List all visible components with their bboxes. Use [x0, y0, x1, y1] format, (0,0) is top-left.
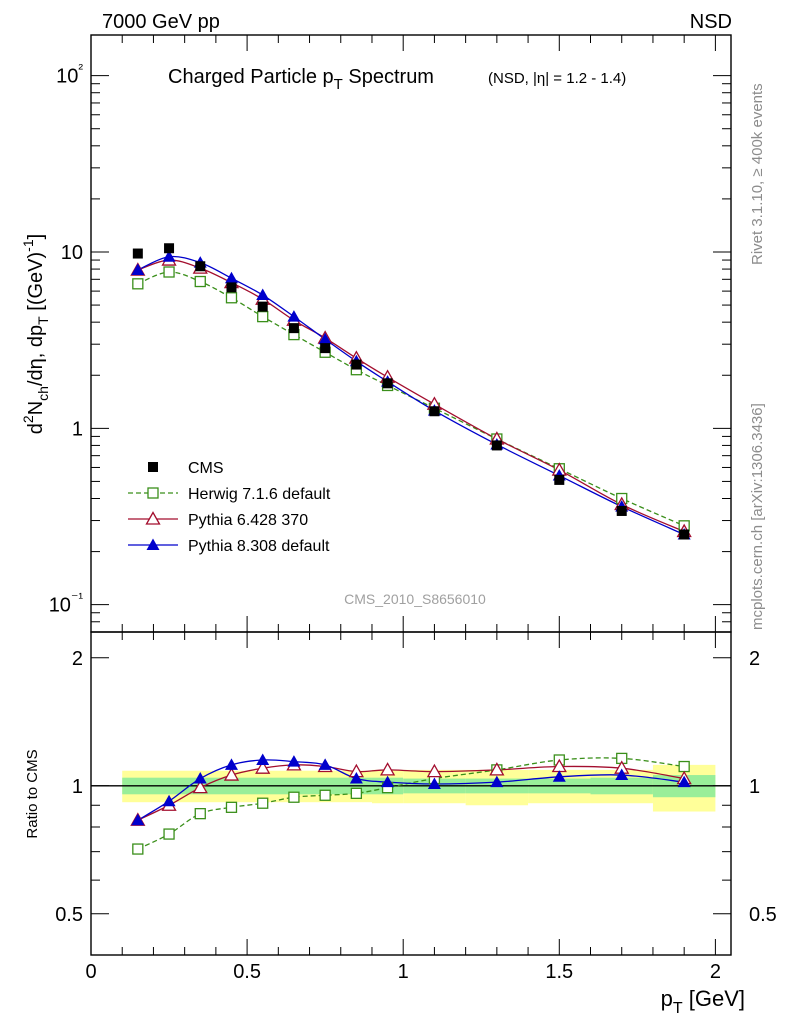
data-point: [318, 332, 332, 345]
ratio-point: [350, 787, 363, 799]
legend-label: Pythia 6.428 370: [188, 512, 308, 529]
header-left: 7000 GeV pp: [102, 11, 220, 33]
data-point: [491, 440, 502, 451]
ratio-point: [256, 753, 270, 765]
data-point: [554, 474, 565, 485]
ratio-frame: [90, 631, 732, 956]
ratio-axes: 0.5 0.5 1 1 2 2 0 0.5 1 1.5 2: [55, 632, 777, 983]
ratio-point: [318, 758, 332, 770]
ratio-y-tick-label: 0.5: [55, 904, 83, 926]
ratio-point: [319, 789, 331, 801]
ratio-y-tick-label: 2: [72, 648, 83, 670]
y-tick-label: 10⁻¹: [49, 590, 84, 617]
ratio-y-tick-label-right: 1: [749, 776, 760, 798]
rivet-label: Rivet 3.1.10, ≥ 400k events: [749, 83, 766, 265]
ratio-point: [255, 760, 271, 774]
y-axis-title-text: d2​Nch​/dη, dpT​ [(GeV)-1​]: [20, 234, 51, 434]
ratio-point: [192, 779, 208, 794]
watermark: CMS_2010_S8656010: [344, 591, 486, 607]
data-point: [287, 310, 301, 322]
main-frame: [90, 34, 732, 633]
ratio-panel: 0.5 0.5 1 1 2 2 0 0.5 1 1.5 2 Ratio to CMS pT [GeV…: [24, 631, 777, 1017]
header-right: NSD: [690, 11, 732, 33]
ratio-point: [223, 767, 240, 781]
data-point: [163, 266, 175, 278]
ratio-y-title: Ratio to CMS: [24, 749, 41, 838]
legend: CMS Herwig 7.1.6 default Pythia 6.428 370 P…: [128, 460, 331, 555]
ratio-point: [677, 775, 691, 788]
main-data-layer: [130, 243, 692, 540]
data-point: [429, 406, 440, 417]
data-point: [195, 261, 206, 272]
x-tick-label: 0.5: [233, 961, 261, 983]
ratio-point: [349, 772, 363, 784]
data-point: [256, 288, 270, 301]
ratio-point: [193, 772, 207, 784]
data-point: [132, 248, 143, 259]
ratio-point: [379, 762, 396, 776]
ratio-y-tick-label-right: 0.5: [749, 904, 777, 926]
y-axis-title: d2​Nch​/dη, dpT​ [(GeV)-1​]: [20, 234, 51, 434]
legend-marker: [145, 511, 161, 525]
data-point: [194, 275, 206, 288]
x-tick-label: 2: [710, 961, 721, 983]
chart-title: Charged Particle pT Spectrum: [168, 66, 434, 93]
y-tick-label: 10: [61, 242, 83, 264]
ratio-point: [162, 794, 176, 807]
ratio-point: [132, 843, 144, 855]
ratio-point: [490, 775, 504, 788]
data-point: [164, 243, 175, 254]
data-point: [162, 250, 176, 262]
ratio-data-layer: [130, 752, 692, 855]
legend-marker: [147, 487, 159, 499]
data-point: [224, 271, 238, 284]
ratio-point: [678, 760, 690, 773]
data-point: [679, 529, 690, 540]
data-point: [382, 378, 393, 389]
ratio-point: [288, 791, 300, 803]
ratio-point: [426, 763, 443, 778]
data-point: [288, 323, 299, 334]
x-axis-title-text: pT [GeV]: [661, 986, 745, 1017]
ratio-point: [224, 758, 238, 770]
data-point: [320, 343, 331, 354]
legend-marker: [148, 462, 158, 472]
legend-label: Pythia 8.308 default: [188, 538, 330, 555]
y-tick-label: 10²: [56, 61, 83, 88]
data-point: [226, 282, 237, 293]
chart-subtitle: (NSD, |η| = 1.2 - 1.4): [488, 70, 626, 87]
main-axes: 10⁻¹ 1 10 10²: [49, 35, 731, 633]
ratio-point: [552, 770, 566, 782]
ratio-point: [194, 808, 206, 820]
ratio-point: [381, 775, 395, 788]
x-tick-label: 1.5: [545, 961, 573, 983]
y-tick-label: 1: [72, 418, 83, 440]
data-point: [351, 359, 362, 370]
ratio-point: [615, 768, 629, 781]
x-tick-label: 1: [398, 961, 409, 983]
x-axis-title: pT [GeV]: [661, 986, 745, 1017]
data-point: [225, 292, 238, 304]
ratio-point: [489, 762, 505, 776]
ratio-point: [163, 828, 175, 840]
legend-marker: [146, 538, 160, 550]
data-point: [131, 263, 145, 276]
data-point: [257, 310, 269, 323]
ratio-point: [257, 797, 269, 809]
ratio-point: [287, 755, 301, 767]
ratio-point: [131, 813, 145, 826]
legend-label: CMS: [188, 460, 224, 477]
ratio-point: [225, 801, 238, 813]
ratio-y-tick-label: 1: [72, 776, 83, 798]
data-point: [257, 301, 268, 312]
mcplots-label: mcplots.cern.ch [arXiv:1306.3436]: [749, 403, 766, 630]
ratio-y-tick-label-right: 2: [749, 648, 760, 670]
legend-label: Herwig 7.1.6 default: [188, 486, 331, 503]
ratio-point: [427, 777, 441, 789]
x-tick-label: 0: [85, 961, 96, 983]
data-point: [132, 278, 144, 290]
data-point: [616, 505, 627, 516]
